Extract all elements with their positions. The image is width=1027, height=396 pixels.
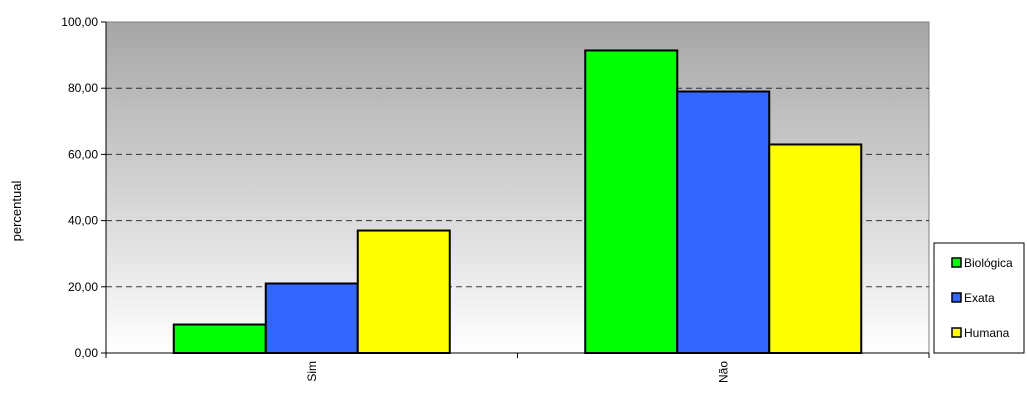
legend-swatch-biológica — [951, 257, 962, 268]
legend-swatch-exata — [951, 292, 962, 303]
x-tick-label: Sim — [305, 361, 319, 382]
y-tick-label: 20,00 — [68, 280, 98, 294]
bar-exata-0 — [264, 282, 359, 354]
bar-humana-0 — [356, 229, 451, 354]
bars — [172, 49, 863, 354]
y-tick-label: 60,00 — [68, 147, 98, 161]
legend-label-exata: Exata — [964, 291, 995, 305]
bar-humana-1 — [768, 143, 863, 354]
legend-label-humana: Humana — [964, 326, 1010, 340]
y-tick-label: 80,00 — [68, 81, 98, 95]
bar-exata-1 — [676, 90, 771, 354]
bar-biológica-0 — [172, 323, 267, 354]
y-axis-title: percentual — [9, 181, 24, 242]
y-tick-label: 0,00 — [75, 346, 99, 360]
bar-biológica-1 — [584, 49, 679, 354]
tick-labels: 0,00 20,00 40,00 60,00 80,00 100,00 Sim Não — [61, 15, 730, 383]
legend-label-biológica: Biológica — [964, 256, 1013, 270]
y-tick-label: 100,00 — [61, 15, 98, 29]
axes — [101, 21, 930, 358]
legend: Biológica Exata Humana — [933, 242, 1025, 354]
y-tick-label: 40,00 — [68, 214, 98, 228]
legend-box — [933, 242, 1025, 354]
legend-swatch-humana — [951, 327, 962, 338]
x-tick-label: Não — [716, 361, 730, 383]
